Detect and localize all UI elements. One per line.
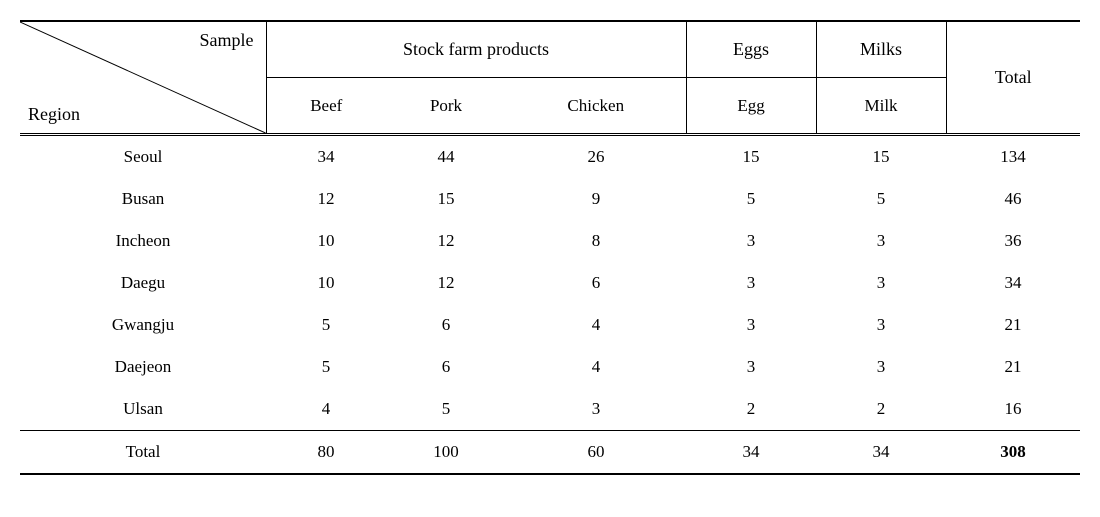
totals-milk: 34 [816,431,946,475]
cell-egg: 3 [686,220,816,262]
header-sub-pork: Pork [386,78,506,135]
cell-region: Seoul [20,135,266,179]
cell-region: Daegu [20,262,266,304]
header-group-total: Total [946,21,1080,135]
header-group-stock: Stock farm products [266,21,686,78]
cell-total: 46 [946,178,1080,220]
cell-milk: 5 [816,178,946,220]
header-group-eggs: Eggs [686,21,816,78]
table-row: Gwangju5643321 [20,304,1080,346]
cell-chicken: 4 [506,304,686,346]
header-sample-label: Sample [200,30,254,51]
totals-egg: 34 [686,431,816,475]
table-row: Daejeon5643321 [20,346,1080,388]
totals-beef: 80 [266,431,386,475]
table-row: Daegu101263334 [20,262,1080,304]
cell-total: 36 [946,220,1080,262]
cell-pork: 44 [386,135,506,179]
cell-total: 21 [946,346,1080,388]
cell-chicken: 26 [506,135,686,179]
header-region-label: Region [28,104,80,125]
cell-region: Incheon [20,220,266,262]
cell-beef: 12 [266,178,386,220]
cell-chicken: 9 [506,178,686,220]
cell-egg: 15 [686,135,816,179]
totals-chicken: 60 [506,431,686,475]
header-sub-chicken: Chicken [506,78,686,135]
table-row: Busan121595546 [20,178,1080,220]
cell-beef: 10 [266,220,386,262]
table-row: Incheon101283336 [20,220,1080,262]
sample-region-table: Sample Region Stock farm products Eggs M… [20,20,1080,475]
cell-chicken: 4 [506,346,686,388]
cell-region: Gwangju [20,304,266,346]
cell-pork: 6 [386,304,506,346]
cell-pork: 12 [386,262,506,304]
cell-pork: 12 [386,220,506,262]
cell-egg: 3 [686,304,816,346]
cell-chicken: 8 [506,220,686,262]
cell-milk: 3 [816,220,946,262]
cell-pork: 6 [386,346,506,388]
cell-region: Ulsan [20,388,266,431]
cell-milk: 15 [816,135,946,179]
cell-total: 16 [946,388,1080,431]
cell-pork: 5 [386,388,506,431]
diagonal-header-cell: Sample Region [20,21,266,135]
cell-milk: 3 [816,262,946,304]
cell-chicken: 6 [506,262,686,304]
cell-beef: 34 [266,135,386,179]
cell-total: 21 [946,304,1080,346]
cell-beef: 10 [266,262,386,304]
totals-label: Total [20,431,266,475]
cell-beef: 5 [266,304,386,346]
table-row: Seoul3444261515134 [20,135,1080,179]
table-row: Ulsan4532216 [20,388,1080,431]
cell-egg: 2 [686,388,816,431]
cell-total: 34 [946,262,1080,304]
cell-beef: 5 [266,346,386,388]
cell-milk: 2 [816,388,946,431]
header-group-milks: Milks [816,21,946,78]
cell-egg: 5 [686,178,816,220]
header-sub-beef: Beef [266,78,386,135]
cell-milk: 3 [816,346,946,388]
cell-region: Daejeon [20,346,266,388]
totals-total: 308 [946,431,1080,475]
header-sub-milk: Milk [816,78,946,135]
cell-beef: 4 [266,388,386,431]
cell-chicken: 3 [506,388,686,431]
header-sub-egg: Egg [686,78,816,135]
cell-total: 134 [946,135,1080,179]
totals-pork: 100 [386,431,506,475]
cell-egg: 3 [686,346,816,388]
cell-egg: 3 [686,262,816,304]
cell-milk: 3 [816,304,946,346]
cell-region: Busan [20,178,266,220]
cell-pork: 15 [386,178,506,220]
